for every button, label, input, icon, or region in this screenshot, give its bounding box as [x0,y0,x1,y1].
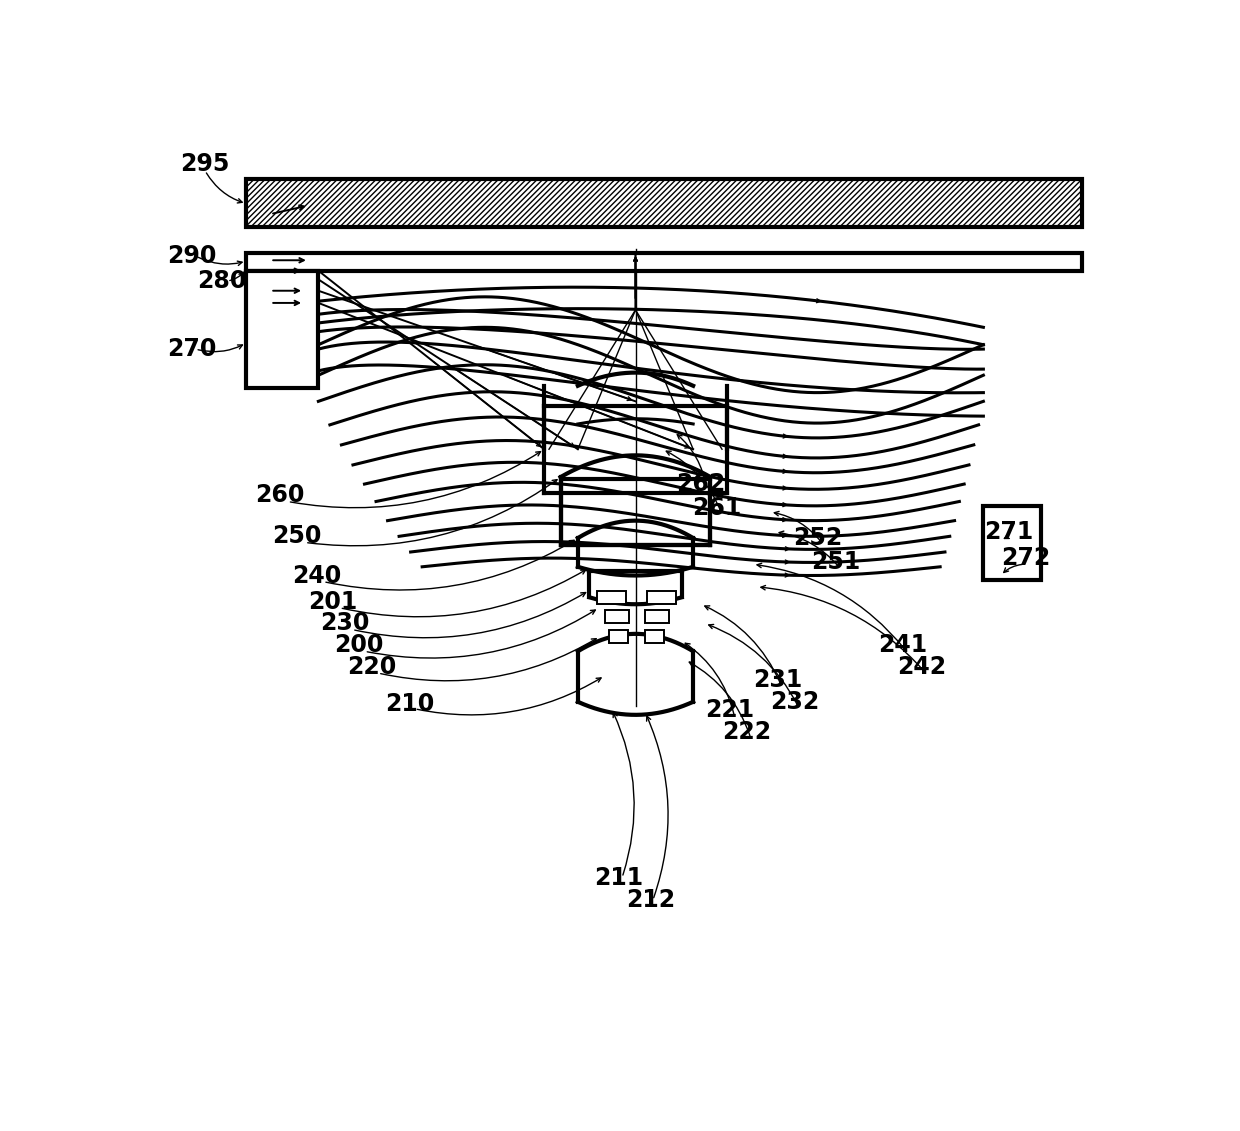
Text: 242: 242 [898,655,946,679]
Text: 200: 200 [334,633,383,657]
Text: 250: 250 [273,525,322,549]
Bar [983,506,1042,580]
Text: 260: 260 [255,483,305,508]
Bar [247,179,1083,227]
Text: 240: 240 [291,563,341,587]
Text: 241: 241 [878,633,928,657]
Text: 212: 212 [626,888,676,913]
Text: 231: 231 [753,668,802,692]
Text: 211: 211 [594,865,642,890]
Text: 261: 261 [693,497,742,520]
Bar [645,630,665,642]
Bar [596,592,626,604]
Text: 201: 201 [309,589,357,614]
Text: 271: 271 [983,520,1033,544]
Text: 290: 290 [167,244,216,268]
Bar [647,592,676,604]
Text: 220: 220 [347,655,397,679]
Bar [605,611,629,623]
Text: 280: 280 [197,269,247,293]
Bar [247,179,1083,227]
Bar [645,611,670,623]
Text: 251: 251 [811,551,861,575]
Bar [609,630,627,642]
Text: 221: 221 [706,699,754,723]
Text: 272: 272 [1001,546,1050,570]
Text: 232: 232 [770,690,820,714]
Text: 262: 262 [676,472,725,497]
Text: 295: 295 [180,153,229,176]
Text: 270: 270 [167,337,216,361]
Text: 252: 252 [794,526,843,550]
Bar [247,270,319,388]
Text: 210: 210 [386,691,434,716]
Bar [247,253,1083,270]
Text: 222: 222 [723,720,771,744]
Text: 230: 230 [321,612,370,636]
